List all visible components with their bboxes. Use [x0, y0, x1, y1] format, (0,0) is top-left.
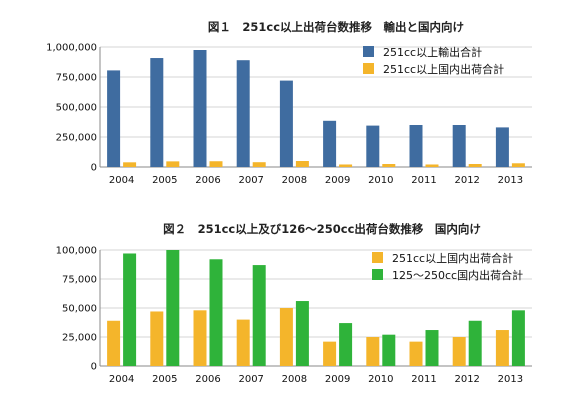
- y-tick-label: 75,000: [62, 275, 97, 286]
- bar: [295, 161, 309, 167]
- bar: [511, 310, 525, 366]
- bar: [366, 125, 380, 167]
- x-tick-label: 2012: [454, 175, 479, 186]
- bar: [236, 319, 250, 366]
- chart-title: 図２ 251cc以上及び126〜250cc出荷台数推移 国内向け: [163, 222, 481, 236]
- x-tick-label: 2010: [368, 175, 393, 186]
- bar: [166, 250, 180, 366]
- bar: [295, 301, 309, 366]
- chart-domestic-by-class: 図２ 251cc以上及び126〜250cc出荷台数推移 国内向け 0 25,000 5…: [56, 222, 532, 385]
- x-tick-label: 2007: [238, 374, 263, 385]
- bar: [323, 120, 337, 167]
- bar: [495, 330, 509, 366]
- bar: [495, 127, 509, 167]
- bar: [452, 337, 466, 366]
- bar: [209, 259, 223, 366]
- bar: [193, 310, 207, 366]
- bar: [279, 308, 293, 366]
- legend-label: 251cc以上輸出合計: [383, 45, 482, 59]
- legend-label: 251cc以上国内出荷合計: [392, 251, 513, 265]
- legend-label: 251cc以上国内出荷合計: [383, 62, 504, 76]
- y-tick-label: 0: [91, 163, 97, 174]
- x-tick-label: 2013: [498, 175, 523, 186]
- legend-swatch: [363, 63, 374, 74]
- x-tick-label: 2005: [152, 175, 177, 186]
- bar: [279, 80, 293, 167]
- y-tick-label: 0: [91, 362, 97, 373]
- y-tick-label: 750,000: [56, 73, 97, 84]
- y-tick-label: 1,000,000: [46, 43, 97, 54]
- bar: [468, 320, 482, 366]
- x-tick-label: 2010: [368, 374, 393, 385]
- x-tick-label: 2006: [195, 175, 220, 186]
- chart-export-vs-domestic: 図１ 251cc以上出荷台数推移 輸出と国内向け 0 250,000 500,000 7…: [46, 20, 532, 186]
- x-tick-label: 2004: [109, 175, 134, 186]
- legend-label: 125〜250cc国内出荷合計: [392, 268, 523, 282]
- bar: [209, 161, 223, 167]
- bar: [366, 337, 380, 366]
- bar: [252, 265, 266, 366]
- x-tick-label: 2006: [195, 374, 220, 385]
- bar: [425, 164, 439, 167]
- legend-swatch: [372, 269, 383, 280]
- y-tick-label: 100,000: [56, 246, 97, 257]
- bar: [409, 341, 423, 366]
- chart-title: 図１ 251cc以上出荷台数推移 輸出と国内向け: [208, 20, 464, 34]
- legend-swatch: [372, 252, 383, 263]
- bar: [323, 341, 337, 366]
- bar: [107, 70, 121, 167]
- bar: [511, 163, 525, 167]
- bar: [123, 253, 137, 366]
- y-tick-label: 25,000: [62, 333, 97, 344]
- bar: [409, 125, 423, 167]
- x-tick-label: 2011: [411, 175, 436, 186]
- bar: [236, 60, 250, 168]
- x-tick-label: 2009: [325, 175, 350, 186]
- x-tick-label: 2008: [282, 374, 307, 385]
- bar: [107, 320, 121, 366]
- bar: [166, 161, 180, 167]
- bar: [382, 164, 396, 167]
- y-tick-label: 250,000: [56, 133, 97, 144]
- legend-swatch: [363, 46, 374, 57]
- x-tick-label: 2004: [109, 374, 134, 385]
- x-tick-label: 2012: [454, 374, 479, 385]
- bar: [252, 162, 266, 167]
- bar: [425, 330, 439, 366]
- bar: [193, 50, 207, 167]
- bar: [150, 311, 164, 366]
- x-tick-label: 2008: [282, 175, 307, 186]
- x-tick-label: 2013: [498, 374, 523, 385]
- y-tick-label: 500,000: [56, 103, 97, 114]
- bar: [123, 162, 137, 167]
- x-tick-label: 2005: [152, 374, 177, 385]
- x-tick-label: 2011: [411, 374, 436, 385]
- bar: [382, 334, 396, 366]
- bar: [452, 125, 466, 167]
- x-tick-label: 2009: [325, 374, 350, 385]
- x-tick-label: 2007: [238, 175, 263, 186]
- bar: [150, 58, 164, 167]
- bar: [339, 164, 353, 167]
- bar: [468, 164, 482, 167]
- y-tick-label: 50,000: [62, 304, 97, 315]
- bar: [339, 323, 353, 366]
